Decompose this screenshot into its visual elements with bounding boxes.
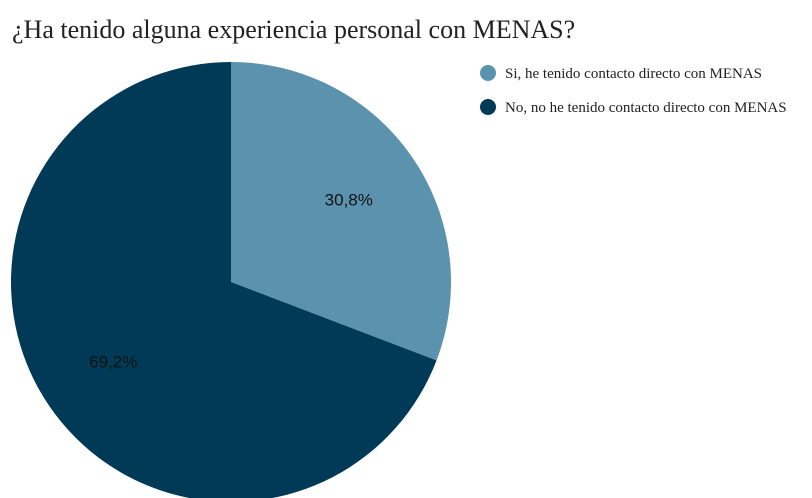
legend-label: No, no he tenido contacto directo con ME…	[505, 100, 787, 116]
chart-title: ¿Ha tenido alguna experiencia personal c…	[12, 15, 575, 44]
data-label: 30,8%	[325, 190, 373, 209]
legend-marker	[480, 65, 496, 81]
data-label: 69,2%	[89, 353, 137, 372]
legend-marker	[480, 99, 496, 115]
pie-slice	[231, 62, 451, 361]
legend-label: Si, he tenido contacto directo con MENAS	[505, 66, 763, 82]
pie-slice	[11, 62, 437, 498]
